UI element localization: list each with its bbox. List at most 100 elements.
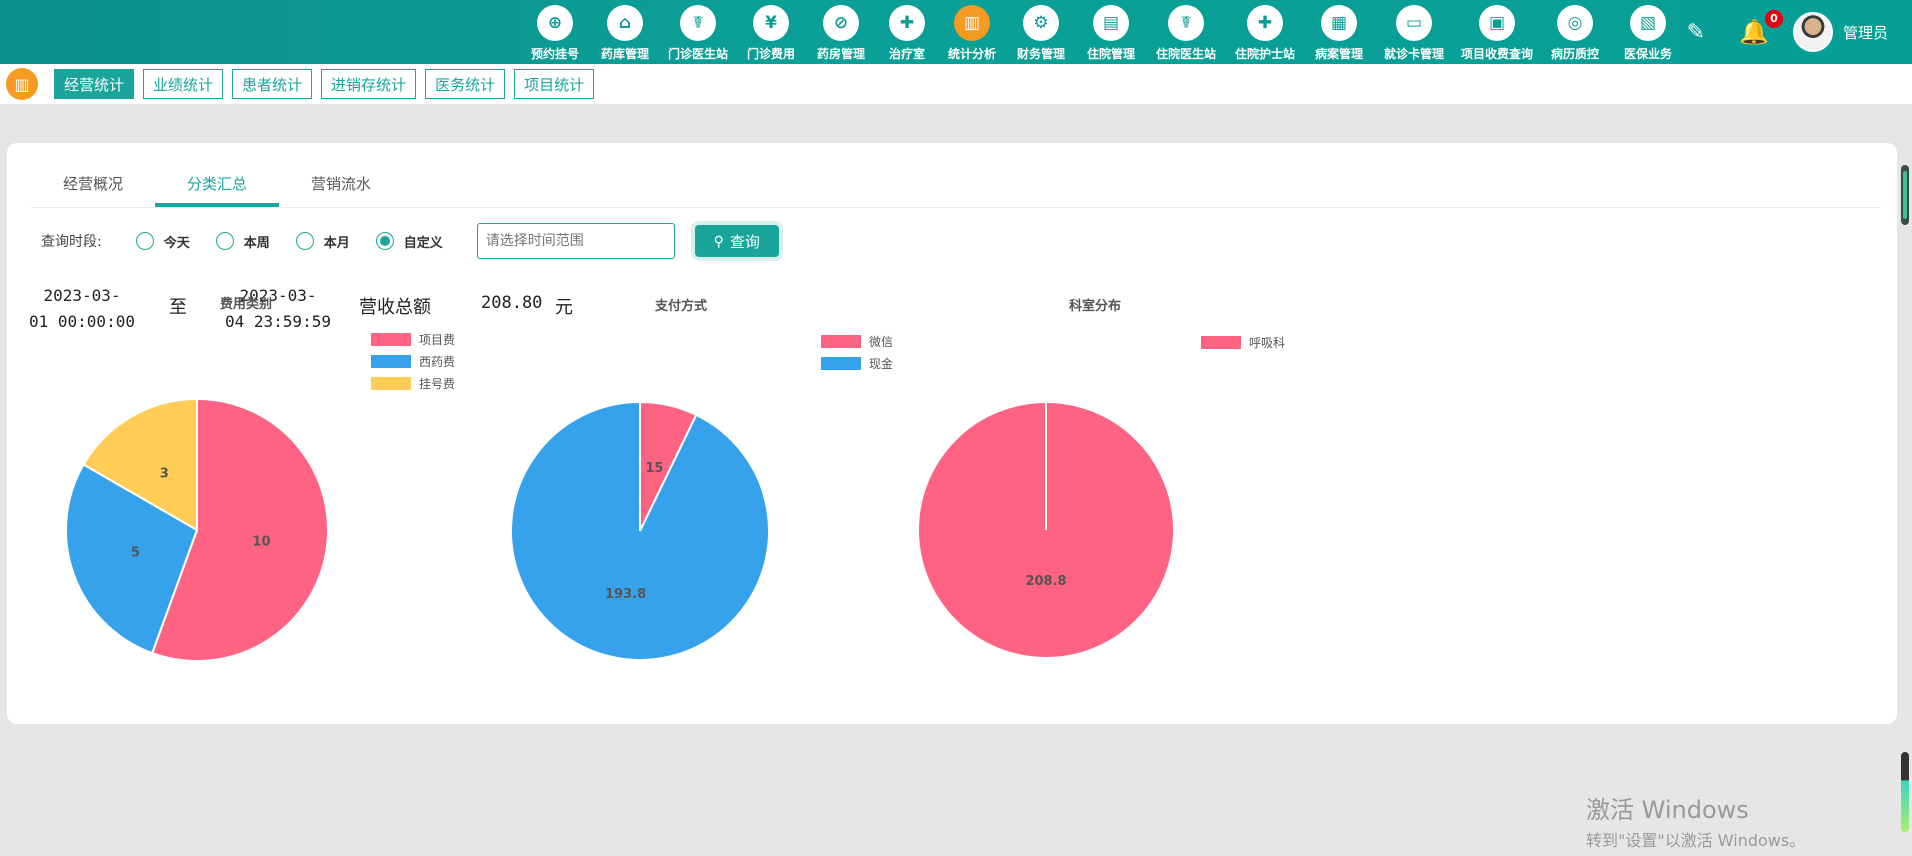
avatar[interactable] bbox=[1792, 12, 1833, 52]
legend-item[interactable]: 西药费 bbox=[371, 350, 455, 372]
statistics-logo-icon: ▥ bbox=[6, 68, 38, 100]
sub-nav-buttons: 经营统计 业绩统计 患者统计 进销存统计 医务统计 项目统计 bbox=[54, 69, 603, 99]
pie-slice-0[interactable] bbox=[150, 397, 329, 662]
bell-icon[interactable]: 🔔 0 bbox=[1739, 10, 1783, 46]
nav-item-12[interactable]: ▭ 就诊卡管理 bbox=[1374, 0, 1454, 64]
nav-item-2[interactable]: ☤ 门诊医生站 bbox=[660, 0, 736, 64]
nav-item-label: 住院医生站 bbox=[1155, 47, 1216, 61]
period-radio-2[interactable]: 本月 bbox=[295, 232, 350, 251]
legend-swatch bbox=[1201, 335, 1241, 349]
pie-data-label-0: 208.8 bbox=[1025, 574, 1066, 589]
username[interactable]: 管理员 bbox=[1842, 23, 1888, 42]
nav-item-7[interactable]: ⚙ 财务管理 bbox=[1006, 0, 1076, 64]
nav-item-6[interactable]: ▥ 统计分析 bbox=[938, 0, 1006, 64]
nav-item-15[interactable]: ▧ 医保业务 bbox=[1610, 0, 1686, 64]
tab-0[interactable]: 经营概况 bbox=[62, 175, 123, 193]
radio-label: 本周 bbox=[243, 235, 270, 251]
warehouse-icon: ⌂ bbox=[607, 5, 643, 41]
legend-swatch bbox=[371, 376, 411, 390]
nav-item-4[interactable]: ⊘ 药房管理 bbox=[806, 0, 876, 64]
nav-item-11[interactable]: ▦ 病案管理 bbox=[1304, 0, 1374, 64]
legend-swatch bbox=[371, 354, 411, 368]
nav-item-13[interactable]: ▣ 项目收费查询 bbox=[1454, 0, 1540, 64]
period-radio-3[interactable]: 自定义 bbox=[375, 232, 443, 251]
radio-circle[interactable] bbox=[375, 232, 394, 250]
start-date-line1: 2023-03- bbox=[43, 286, 121, 305]
tab-2[interactable]: 营销流水 bbox=[310, 175, 371, 193]
notification-badge: 0 bbox=[1764, 10, 1783, 28]
nav-item-14[interactable]: ◎ 病历质控 bbox=[1540, 0, 1610, 64]
nav-item-8[interactable]: ▤ 住院管理 bbox=[1076, 0, 1146, 64]
nav-item-label: 病案管理 bbox=[1314, 47, 1363, 61]
radio-circle[interactable] bbox=[135, 232, 154, 250]
tab-1[interactable]: 分类汇总 bbox=[155, 163, 279, 207]
sub-nav-bar: ▥ 经营统计 业绩统计 患者统计 进销存统计 医务统计 项目统计 bbox=[0, 64, 1912, 104]
volume-widget bbox=[1901, 752, 1909, 832]
period-radio-1[interactable]: 本周 bbox=[215, 232, 270, 251]
nav-item-label: 病历质控 bbox=[1550, 47, 1599, 61]
nav-item-label: 项目收费查询 bbox=[1460, 47, 1533, 61]
legend-item[interactable]: 呼吸科 bbox=[1201, 331, 1285, 353]
subnav-button-4[interactable]: 医务统计 bbox=[425, 69, 506, 99]
scrollbar-thumb[interactable] bbox=[1901, 165, 1909, 225]
legend-label: 挂号费 bbox=[419, 376, 456, 391]
start-datetime: 2023-03- 01 00:00:00 bbox=[29, 283, 135, 335]
nav-item-5[interactable]: ✚ 治疗室 bbox=[876, 0, 938, 64]
radio-circle[interactable] bbox=[215, 232, 234, 250]
nav-item-9[interactable]: ☤ 住院医生站 bbox=[1146, 0, 1226, 64]
inpatient-nurse-icon: ✚ bbox=[1247, 5, 1283, 41]
time-range-input[interactable] bbox=[476, 223, 675, 259]
pie-chart-0: 10 5 3 bbox=[65, 397, 329, 662]
pie-chart-2: 208.8 bbox=[917, 401, 1175, 659]
query-button[interactable]: ⚲ 查询 bbox=[694, 225, 779, 257]
main-card: 经营概况 分类汇总 营销流水 查询时段: 今天 本周 本月 自定义 ⚲ 查询 2023-0… bbox=[7, 143, 1897, 724]
nav-item-3[interactable]: ¥ 门诊费用 bbox=[736, 0, 806, 64]
currency-label: 元 bbox=[555, 297, 573, 318]
subnav-button-1[interactable]: 业绩统计 bbox=[143, 69, 224, 99]
radio-circle[interactable] bbox=[295, 232, 314, 250]
chart-title-0: 费用类别 bbox=[220, 297, 273, 312]
insurance-card-icon: ▧ bbox=[1630, 5, 1666, 41]
nav-item-10[interactable]: ✚ 住院护士站 bbox=[1226, 0, 1304, 64]
subnav-button-3[interactable]: 进销存统计 bbox=[321, 69, 417, 99]
pie-data-label-0: 15 bbox=[645, 461, 663, 476]
receipt-icon: ▣ bbox=[1479, 5, 1515, 41]
start-date-line2: 01 00:00:00 bbox=[29, 312, 135, 331]
top-nav-bar: ⊕ 预约挂号 ⌂ 药库管理 ☤ 门诊医生站 ¥ 门诊费用 ⊘ 药房管理 ✚ 治疗室 ▥ 统计分析 ⚙ 财务管理… bbox=[0, 0, 1912, 64]
watermark-line1: 激活 Windows bbox=[1586, 796, 1749, 824]
bar-chart-icon: ▥ bbox=[954, 5, 990, 41]
query-period-label: 查询时段: bbox=[41, 234, 102, 250]
chart-legend-1: 微信现金 bbox=[821, 330, 893, 374]
nav-item-label: 住院护士站 bbox=[1234, 47, 1295, 61]
tab-bar: 经营概况 分类汇总 营销流水 bbox=[31, 163, 1881, 208]
period-radio-0[interactable]: 今天 bbox=[135, 232, 190, 251]
subnav-button-2[interactable]: 患者统计 bbox=[232, 69, 313, 99]
to-label: 至 bbox=[169, 297, 187, 318]
nav-item-label: 药库管理 bbox=[600, 47, 649, 61]
subnav-button-5[interactable]: 项目统计 bbox=[514, 69, 595, 99]
nav-item-label: 治疗室 bbox=[888, 47, 925, 61]
edit-icon[interactable]: ✎ bbox=[1686, 19, 1706, 45]
search-icon: ⚲ bbox=[713, 232, 724, 249]
legend-item[interactable]: 项目费 bbox=[371, 328, 455, 350]
bed-icon: ▤ bbox=[1093, 5, 1129, 41]
pie-slice-1[interactable] bbox=[510, 400, 770, 661]
pie-slice-2[interactable] bbox=[82, 397, 198, 532]
nurse-icon: ✚ bbox=[889, 5, 925, 41]
legend-item[interactable]: 现金 bbox=[821, 352, 893, 374]
legend-label: 呼吸科 bbox=[1249, 335, 1286, 350]
legend-item[interactable]: 微信 bbox=[821, 330, 893, 352]
chart-legend-0: 项目费 西药费挂号费 bbox=[371, 328, 455, 394]
bell-glyph: 🔔 bbox=[1739, 18, 1769, 46]
legend-item[interactable]: 挂号费 bbox=[371, 372, 455, 394]
revenue-value: 208.80 bbox=[481, 293, 543, 313]
legend-swatch bbox=[821, 356, 861, 370]
module-nav: ⊕ 预约挂号 ⌂ 药库管理 ☤ 门诊医生站 ¥ 门诊费用 ⊘ 药房管理 ✚ 治疗室 ▥ 统计分析 ⚙ 财务管理… bbox=[520, 0, 1686, 64]
nav-item-0[interactable]: ⊕ 预约挂号 bbox=[520, 0, 590, 64]
nav-item-label: 门诊医生站 bbox=[667, 47, 728, 61]
subnav-button-0[interactable]: 经营统计 bbox=[54, 69, 135, 99]
legend-label: 现金 bbox=[869, 356, 894, 371]
nav-item-label: 药房管理 bbox=[816, 47, 865, 61]
nav-item-label: 统计分析 bbox=[947, 47, 996, 61]
nav-item-1[interactable]: ⌂ 药库管理 bbox=[590, 0, 660, 64]
